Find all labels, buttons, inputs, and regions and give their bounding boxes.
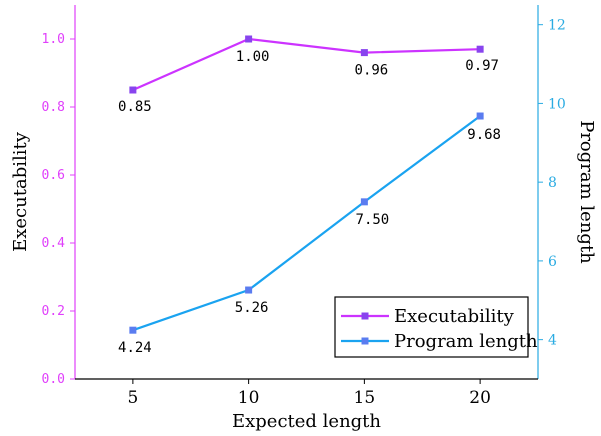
x-tick-label: 20 <box>469 388 491 408</box>
series-marker-left <box>245 36 252 43</box>
series-layer <box>129 36 483 334</box>
left-tick-label: 0.8 <box>42 100 65 115</box>
legend-swatch-marker <box>362 338 369 345</box>
y-axis-left-label: Executability <box>10 131 31 252</box>
series-marker-left <box>129 87 136 94</box>
legend-swatch-marker <box>362 313 369 320</box>
right-tick-label: 10 <box>548 96 566 112</box>
legend-entry-label: Program length <box>394 331 538 352</box>
right-tick-label: 4 <box>548 333 557 349</box>
data-label: 9.68 <box>467 127 501 143</box>
series-line-left <box>133 39 480 90</box>
y-axis-right-label: Program length <box>576 120 597 264</box>
series-marker-left <box>477 46 484 53</box>
data-label: 7.50 <box>356 212 390 228</box>
right-tick-label: 8 <box>548 175 557 191</box>
left-tick-label: 0.4 <box>42 236 66 251</box>
x-axis-label: Expected length <box>232 411 381 432</box>
data-label: 0.97 <box>465 58 499 74</box>
data-label: 5.26 <box>235 300 269 316</box>
series-marker-right <box>477 113 484 120</box>
right-tick-label: 6 <box>548 254 557 270</box>
series-marker-right <box>129 327 136 334</box>
right-tick-label: 12 <box>548 18 566 34</box>
series-marker-right <box>245 287 252 294</box>
data-label: 0.85 <box>118 99 152 115</box>
left-tick-label: 0.2 <box>42 304 65 319</box>
left-tick-label: 0.6 <box>42 168 65 183</box>
left-tick-label: 0.0 <box>42 372 65 387</box>
data-label: 1.00 <box>236 49 270 65</box>
x-tick-label: 15 <box>354 388 376 408</box>
left-tick-label: 1.0 <box>42 32 65 47</box>
data-label: 0.96 <box>355 63 389 79</box>
legend: Executability Program length <box>335 297 538 357</box>
series-marker-right <box>361 198 368 205</box>
x-tick-label: 5 <box>127 388 138 408</box>
legend-entry-label: Executability <box>394 306 515 327</box>
x-tick-label: 10 <box>238 388 260 408</box>
data-label: 4.24 <box>118 340 152 356</box>
series-marker-left <box>361 49 368 56</box>
